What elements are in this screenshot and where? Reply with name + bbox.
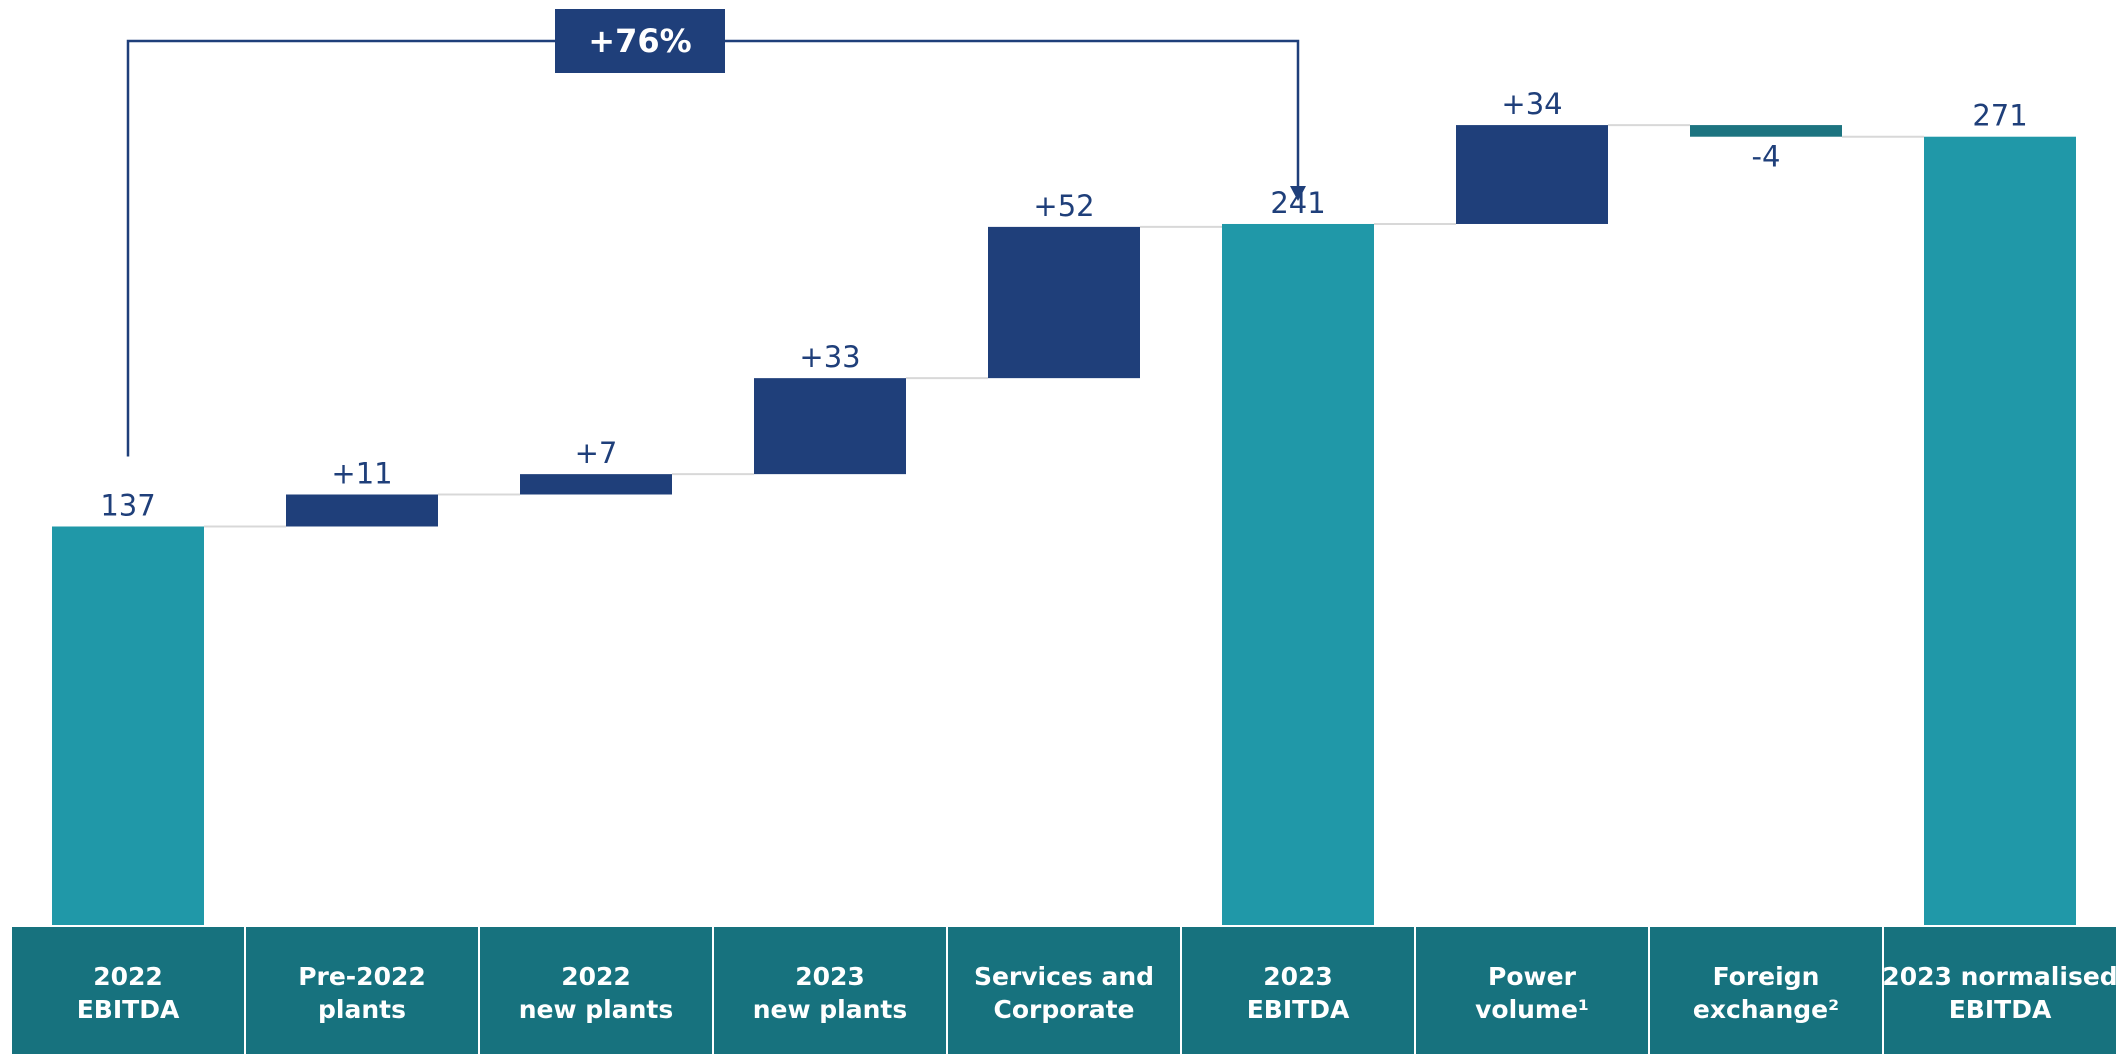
x-tick-label: 2023 EBITDA	[1247, 962, 1350, 1024]
bar	[520, 474, 672, 495]
data-label: +52	[1033, 189, 1094, 223]
bar	[988, 226, 1140, 379]
category-cell	[948, 927, 1180, 1054]
bar	[754, 378, 906, 475]
annotation-text: +76%	[588, 22, 691, 60]
bar	[1222, 223, 1374, 926]
arrow-head	[1290, 185, 1306, 201]
x-tick-label: 2022 new plants	[519, 962, 674, 1024]
category-cell	[1650, 927, 1882, 1054]
annotation-box	[555, 9, 725, 73]
data-label: +33	[799, 340, 860, 374]
category-cell	[246, 927, 478, 1054]
bar	[1456, 125, 1608, 224]
data-label: +11	[331, 456, 392, 490]
category-cell	[1182, 927, 1414, 1054]
data-label: 137	[100, 488, 155, 522]
bar	[286, 494, 438, 527]
x-tick-label-line: 2023 normalised	[1882, 962, 2117, 991]
x-tick-label-line: new plants	[519, 995, 674, 1024]
category-cell	[1416, 927, 1648, 1054]
x-tick-label: 2022 EBITDA	[77, 962, 180, 1024]
x-tick-label: Foreign exchange²	[1693, 962, 1839, 1024]
x-tick-label: 2023 new plants	[753, 962, 908, 1024]
x-tick-label: Services and Corporate	[974, 962, 1154, 1024]
x-tick-label-line: EBITDA	[77, 995, 180, 1024]
category-cell	[480, 927, 712, 1054]
category-cell	[12, 927, 244, 1054]
x-tick-label-line: EBITDA	[1949, 995, 2052, 1024]
data-label: 271	[1972, 99, 2027, 133]
x-tick-label-line: volume¹	[1475, 995, 1589, 1024]
x-tick-label: 2023 normalised EBITDA	[1882, 962, 2117, 1024]
data-label: +7	[575, 436, 618, 470]
bar	[52, 526, 204, 925]
x-tick-label-line: Foreign	[1713, 962, 1820, 991]
data-label: +34	[1501, 87, 1562, 121]
x-tick-label-line: Power	[1488, 962, 1577, 991]
x-tick-label-line: 2023	[1263, 962, 1333, 991]
category-cell	[1884, 927, 2116, 1054]
x-tick-label-line: 2022	[93, 962, 163, 991]
x-tick-label: Power volume¹	[1475, 962, 1589, 1024]
x-tick-label-line: Services and	[974, 962, 1154, 991]
x-tick-label-line: Pre-2022	[298, 962, 426, 991]
bar	[1690, 125, 1842, 137]
category-cell	[714, 927, 946, 1054]
x-tick-label-line: plants	[318, 995, 406, 1024]
data-label: -4	[1752, 140, 1781, 174]
x-tick-label: Pre-2022 plants	[298, 962, 426, 1024]
x-tick-label-line: Corporate	[993, 995, 1134, 1024]
x-tick-label-line: EBITDA	[1247, 995, 1350, 1024]
x-tick-label-line: 2023	[795, 962, 865, 991]
x-tick-label-line: 2022	[561, 962, 631, 991]
bar	[1924, 136, 2076, 925]
x-tick-label-line: new plants	[753, 995, 908, 1024]
x-tick-label-line: exchange²	[1693, 995, 1839, 1024]
